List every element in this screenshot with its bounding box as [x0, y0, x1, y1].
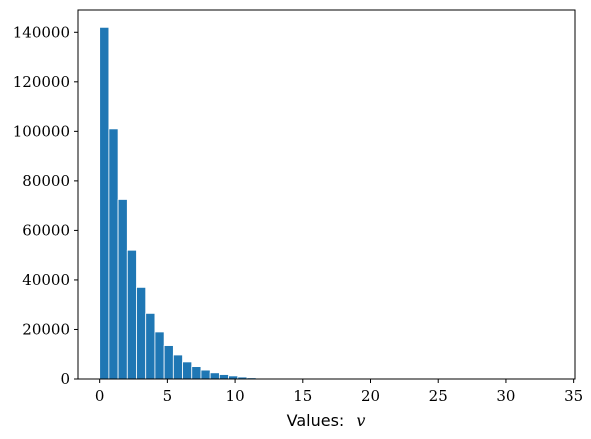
bars-group: [99, 26, 331, 380]
x-axis-label: Values: v: [287, 411, 366, 430]
x-tick-label: 0: [95, 387, 105, 405]
y-tick-label: 0: [60, 370, 70, 388]
y-tick-label: 100000: [13, 122, 70, 140]
x-axis-label-variable: v: [356, 411, 365, 430]
histogram-bar: [136, 286, 147, 380]
histogram-bar: [145, 312, 156, 380]
x-tick-label: 5: [163, 387, 173, 405]
histogram-bar: [163, 345, 174, 380]
histogram-bar: [126, 249, 137, 380]
histogram-bar: [99, 26, 110, 380]
x-axis-label-text: Values:: [287, 411, 345, 430]
x-tick-label: 15: [293, 387, 312, 405]
y-tick-label: 20000: [22, 320, 70, 338]
x-tick-label: 25: [429, 387, 448, 405]
histogram-bar: [182, 361, 193, 380]
x-tick-label: 35: [564, 387, 583, 405]
y-tick-label: 120000: [13, 73, 70, 91]
histogram-bar: [172, 354, 183, 380]
histogram-bar: [200, 369, 211, 380]
y-tick-label: 80000: [22, 172, 70, 190]
histogram-bar: [209, 372, 220, 380]
y-tick-label: 40000: [22, 271, 70, 289]
y-tick-label: 140000: [13, 23, 70, 41]
histogram-bar: [191, 366, 202, 380]
histogram-bar: [117, 199, 128, 380]
x-axis: 0 5 10 15 20 25 30 35: [95, 379, 583, 405]
histogram-bar: [218, 374, 229, 380]
x-tick-label: 20: [361, 387, 380, 405]
x-tick-label: 30: [496, 387, 515, 405]
x-tick-label: 10: [226, 387, 245, 405]
y-tick-label: 60000: [22, 221, 70, 239]
histogram-bar: [154, 331, 165, 380]
histogram-bar: [108, 128, 119, 380]
plot-frame: [77, 9, 576, 380]
y-axis: 0 20000 40000 60000 80000 100000 120000 140000: [13, 23, 78, 388]
